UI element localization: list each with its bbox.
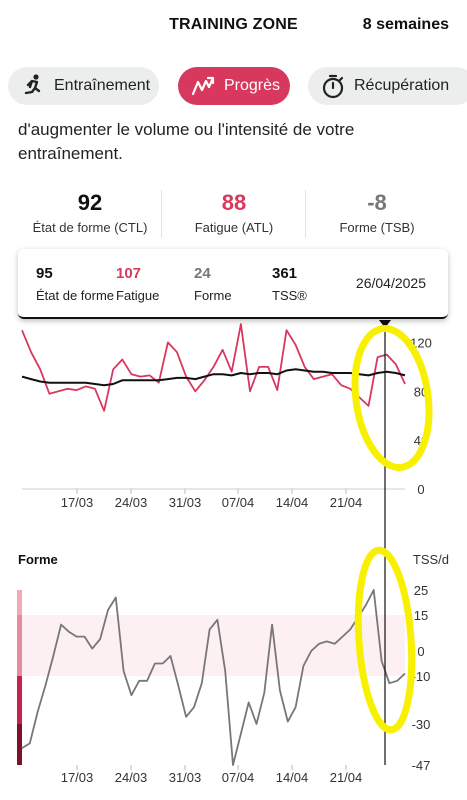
forme-chart-unit: TSS/d [412,552,449,567]
tooltip-atl: 107 Fatigue [116,265,159,303]
stat-ctl-label: État de forme (CTL) [32,220,148,235]
tooltip-ctl-label: État de forme [36,288,115,303]
tooltip-ctl-value: 95 [36,265,53,282]
tooltip-tss-label: TSS® [272,288,307,303]
fitness-line [21,368,406,387]
tooltip-date: 26/04/2025 [355,275,426,291]
x-tick-label: 14/04 [276,495,309,510]
x-tick-label: 24/03 [115,495,148,510]
tooltip-tsb: 24 Forme [194,265,232,303]
y-tick-label: 0 [417,482,424,497]
x-tick-label: 14/04 [276,770,309,785]
tooltip-ctl: 95 État de forme [36,265,114,303]
y-tick-label: 120 [410,335,432,350]
data-tooltip: 95 État de forme 107 Fatigue 24 Forme 36… [18,249,448,319]
divider [305,190,306,238]
x-tick-label: 21/04 [330,770,363,785]
fatigue-line [21,323,406,412]
stat-tsb: -8 Forme (TSB) [307,190,447,235]
tooltip-atl-label: Fatigue [116,288,160,303]
forme-chart-title: Forme [18,552,58,567]
forme-line [21,589,406,766]
trend-icon [188,71,218,101]
stat-tsb-label: Forme (TSB) [339,220,415,235]
stat-atl-label: Fatigue (ATL) [194,220,274,235]
stat-tsb-value: -8 [367,190,387,215]
tab-recuperation[interactable]: Récupération [308,67,467,105]
x-tick-label: 31/03 [169,770,202,785]
tooltip-tss-value: 361 [272,265,298,282]
highlight-ellipse [354,546,416,734]
cursor-marker [379,320,391,328]
tooltip-tsb-label: Forme [194,288,232,303]
x-tick-label: 24/03 [115,770,148,785]
divider [161,190,162,238]
stat-atl-value: 88 [221,190,247,215]
tooltip-atl-value: 107 [116,265,142,282]
y-tick-label: -47 [412,758,431,773]
tab-entrainement-label: Entraînement [54,77,151,94]
zone-marker [17,590,22,615]
y-tick-label: -30 [412,717,431,732]
stat-ctl-value: 92 [77,190,103,215]
stat-atl: 88 Fatigue (ATL) [164,190,304,235]
x-tick-label: 07/04 [222,770,255,785]
x-tick-label: 17/03 [61,770,94,785]
y-tick-label: 0 [417,644,424,659]
tab-bar: Entraînement Progrès Récupération [8,67,467,107]
zone-marker [17,615,22,676]
page-title: TRAINING ZONE [169,16,298,33]
y-tick-label: -10 [412,669,431,684]
stats-row: 92 État de forme (CTL) 88 Fatigue (ATL) … [0,190,467,240]
x-tick-label: 31/03 [169,495,202,510]
y-tick-label: 15 [414,608,428,623]
period-selector[interactable]: 8 semaines [362,16,449,33]
x-tick-label: 17/03 [61,495,94,510]
highlight-ellipse [351,325,433,471]
tooltip-tsb-value: 24 [194,265,211,282]
stat-ctl: 92 État de forme (CTL) [20,190,160,235]
tab-recuperation-label: Récupération [354,77,450,94]
description-text: d'augmenter le volume ou l'intensité de … [18,120,355,163]
y-tick-label: 25 [414,583,428,598]
tooltip-tss: 361 TSS® [272,265,307,303]
tab-progres[interactable]: Progrès [178,67,290,105]
x-tick-label: 21/04 [330,495,363,510]
stopwatch-icon [318,71,348,101]
runner-icon [18,71,48,101]
x-tick-label: 07/04 [222,495,255,510]
tab-entrainement[interactable]: Entraînement [8,67,159,105]
zone-marker [17,676,22,724]
tab-progres-label: Progrès [224,77,281,94]
zone-marker [17,724,22,765]
